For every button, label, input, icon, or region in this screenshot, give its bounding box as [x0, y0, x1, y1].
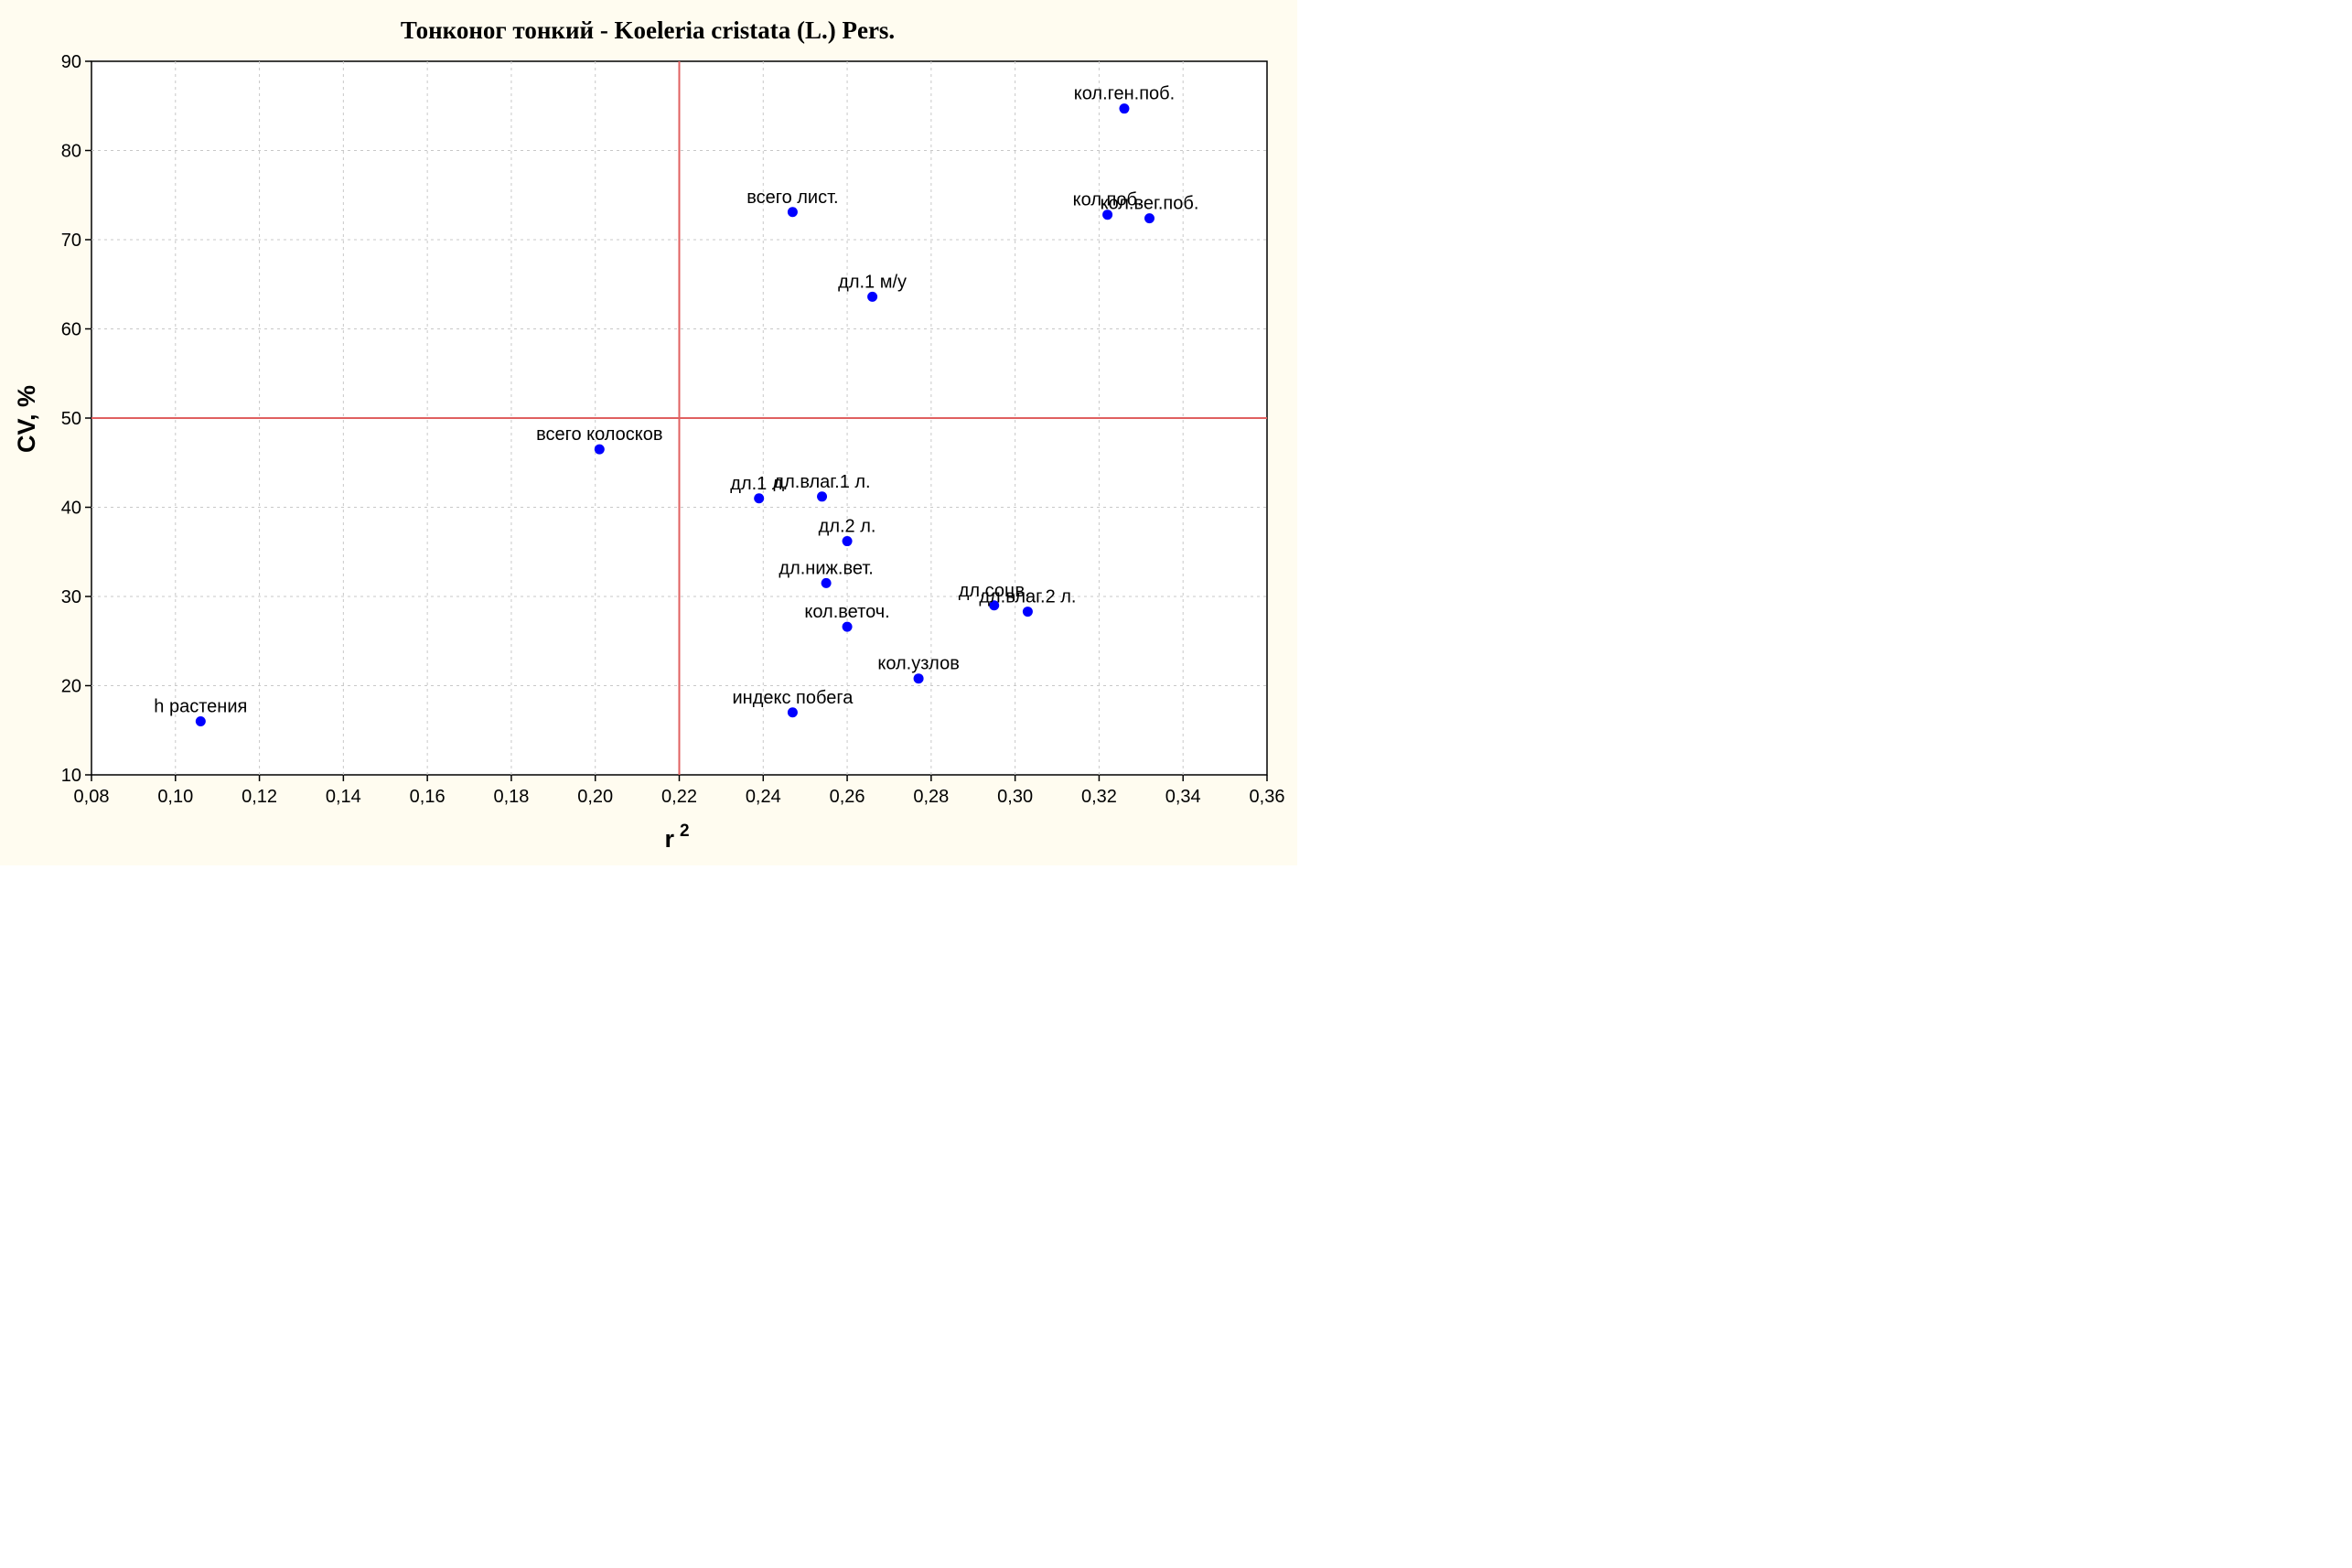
y-tick-label: 70 — [61, 231, 81, 251]
data-point-label: всего колосков — [536, 424, 662, 445]
data-point-label: кол.узлов — [877, 654, 959, 674]
x-tick-label: 0,36 — [1250, 787, 1285, 807]
data-point — [1102, 209, 1113, 220]
x-tick-label: 0,26 — [830, 787, 865, 807]
data-point — [195, 716, 206, 726]
y-axis-label: CV, % — [13, 385, 40, 453]
x-tick-label: 0,34 — [1165, 787, 1201, 807]
data-points: кол.ген.поб. кол.поб.кол.вег.поб. всего ли… — [154, 84, 1198, 726]
x-tick-label: 0,22 — [661, 787, 697, 807]
data-point — [1144, 213, 1155, 224]
data-point — [913, 673, 924, 684]
data-point-label: кол.ген.поб. — [1074, 84, 1175, 104]
data-point — [787, 707, 798, 718]
x-tick-label: 0,20 — [577, 787, 613, 807]
data-point — [842, 621, 853, 632]
chart-title: Тонконог тонкий - Koeleria cristata (L.)… — [401, 16, 895, 44]
y-tick-label: 80 — [61, 142, 81, 162]
data-point-label: всего лист. — [746, 188, 838, 208]
data-point — [754, 493, 765, 504]
data-point-label: дл.1 л. — [730, 474, 788, 494]
x-axis-label-superscript: 2 — [680, 822, 690, 841]
x-tick-label: 0,16 — [410, 787, 446, 807]
x-tick-label: 0,24 — [746, 787, 781, 807]
data-point — [821, 577, 832, 588]
data-point — [842, 536, 853, 547]
x-tick-label: 0,28 — [913, 787, 949, 807]
chart-figure: Тонконог тонкий - Koeleria cristata (L.)… — [0, 0, 1297, 865]
data-point-label: дл.2 л. — [819, 517, 876, 537]
data-point — [594, 444, 605, 455]
x-tick-label: 0,32 — [1081, 787, 1117, 807]
y-tick-label: 40 — [61, 499, 81, 519]
data-point — [1022, 607, 1033, 618]
data-point-label: кол.веточ. — [804, 602, 889, 622]
data-point-label: кол.вег.поб. — [1101, 194, 1199, 214]
data-point — [867, 291, 878, 302]
y-tick-label: 90 — [61, 52, 81, 72]
data-point — [817, 491, 828, 502]
x-tick-label: 0,18 — [493, 787, 529, 807]
data-point — [989, 600, 1000, 611]
x-axis-label-text: r — [664, 825, 674, 853]
y-tick-label: 20 — [61, 677, 81, 697]
y-axis-ticks: 10 20 30 40 50 60 70 80 90 — [61, 52, 91, 786]
data-point-label: дл.ниж.вет. — [779, 558, 873, 578]
x-axis-ticks: 0,08 0,10 0,12 0,14 0,16 0,18 0,20 0,22 0,24 0,26… — [74, 775, 1285, 807]
reference-lines — [91, 61, 1267, 775]
data-point — [787, 207, 798, 218]
x-tick-label: 0,12 — [242, 787, 277, 807]
x-tick-label: 0,30 — [997, 787, 1033, 807]
x-tick-label: 0,14 — [326, 787, 361, 807]
data-point-label: h растения — [154, 697, 247, 717]
y-tick-label: 10 — [61, 766, 81, 786]
data-point-label: дл.влаг.1 л. — [773, 472, 870, 492]
y-tick-label: 50 — [61, 409, 81, 429]
data-point-label: дл.соцв. — [959, 581, 1030, 601]
x-tick-label: 0,10 — [157, 787, 193, 807]
data-point-label: индекс побега — [732, 688, 854, 708]
data-point — [1119, 103, 1130, 114]
scatter-chart: Тонконог тонкий - Koeleria cristata (L.)… — [13, 16, 1285, 853]
x-tick-label: 0,08 — [74, 787, 110, 807]
data-point-label: дл.1 м/у — [838, 272, 907, 292]
data-point-label: дл.влаг.2 л. — [979, 587, 1076, 607]
y-tick-label: 30 — [61, 587, 81, 607]
y-tick-label: 60 — [61, 320, 81, 340]
data-point-label: кол.поб. — [1073, 190, 1143, 210]
